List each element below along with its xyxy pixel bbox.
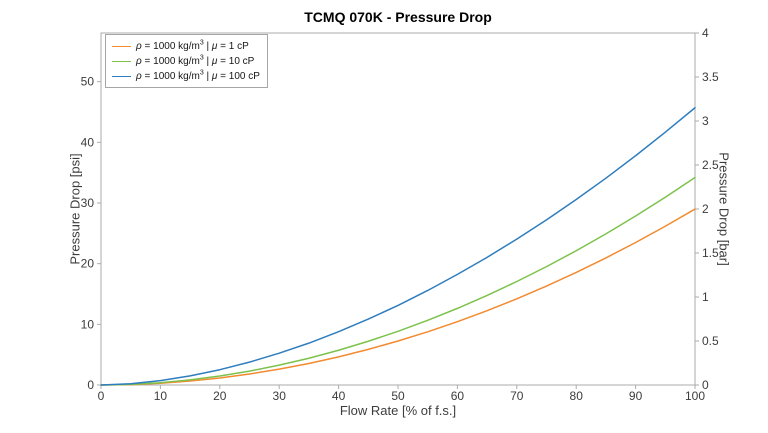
y-left-tick-label: 20 bbox=[81, 257, 95, 271]
y-left-tick-label: 30 bbox=[81, 196, 95, 210]
x-tick-label: 90 bbox=[629, 389, 643, 403]
y-right-tick-label: 4 bbox=[702, 26, 709, 40]
x-tick-label: 50 bbox=[391, 389, 405, 403]
y-left-tick-label: 10 bbox=[81, 317, 95, 331]
curve-series-2 bbox=[100, 106, 696, 386]
legend-entry-0: ρ = 1000 kg/m3 | μ = 1 cP bbox=[112, 39, 260, 53]
y-axis-label-left: Pressure Drop [psi] bbox=[67, 153, 83, 265]
y-left-tick-label: 0 bbox=[87, 378, 94, 392]
y-axis-label-right: Pressure Drop [bar] bbox=[716, 152, 732, 266]
x-tick-label: 40 bbox=[332, 389, 346, 403]
legend-entry-2: ρ = 1000 kg/m3 | μ = 100 cP bbox=[112, 69, 260, 83]
y-right-tick-label: 3 bbox=[702, 114, 709, 128]
y-left-tick-label: 40 bbox=[81, 135, 95, 149]
y-right-tick-label: 3.5 bbox=[702, 70, 719, 84]
legend-label-2: ρ = 1000 kg/m3 | μ = 100 cP bbox=[136, 69, 260, 82]
curve-series-0 bbox=[100, 208, 696, 386]
legend-line-swatch-1 bbox=[112, 60, 131, 62]
y-right-tick-label: 1.5 bbox=[702, 246, 719, 260]
x-axis-label: Flow Rate [% of f.s.] bbox=[339, 403, 457, 418]
legend: ρ = 1000 kg/m3 | μ = 1 cP ρ = 1000 kg/m3 … bbox=[105, 34, 268, 88]
x-tick-label: 0 bbox=[98, 389, 105, 403]
y-right-tick-label: 1 bbox=[702, 290, 709, 304]
x-tick-label: 100 bbox=[685, 389, 705, 403]
legend-line-swatch-2 bbox=[112, 75, 131, 77]
chart-title: TCMQ 070K - Pressure Drop bbox=[304, 9, 492, 25]
legend-entry-1: ρ = 1000 kg/m3 | μ = 10 cP bbox=[112, 54, 260, 68]
x-tick-label: 70 bbox=[510, 389, 524, 403]
x-tick-label: 20 bbox=[213, 389, 227, 403]
y-right-tick-label: 2.5 bbox=[702, 158, 719, 172]
x-tick-label: 30 bbox=[273, 389, 287, 403]
x-tick-label: 10 bbox=[154, 389, 168, 403]
y-right-tick-label: 0 bbox=[702, 378, 709, 392]
legend-label-0: ρ = 1000 kg/m3 | μ = 1 cP bbox=[136, 39, 249, 52]
x-tick-label: 80 bbox=[570, 389, 584, 403]
x-tick-label: 60 bbox=[451, 389, 465, 403]
y-right-tick-label: 0.5 bbox=[702, 334, 719, 348]
y-left-tick-label: 50 bbox=[81, 75, 95, 89]
legend-label-1: ρ = 1000 kg/m3 | μ = 10 cP bbox=[136, 54, 255, 67]
y-right-tick-label: 2 bbox=[702, 202, 709, 216]
curve-series-1 bbox=[100, 176, 696, 386]
legend-line-swatch-0 bbox=[112, 45, 131, 47]
